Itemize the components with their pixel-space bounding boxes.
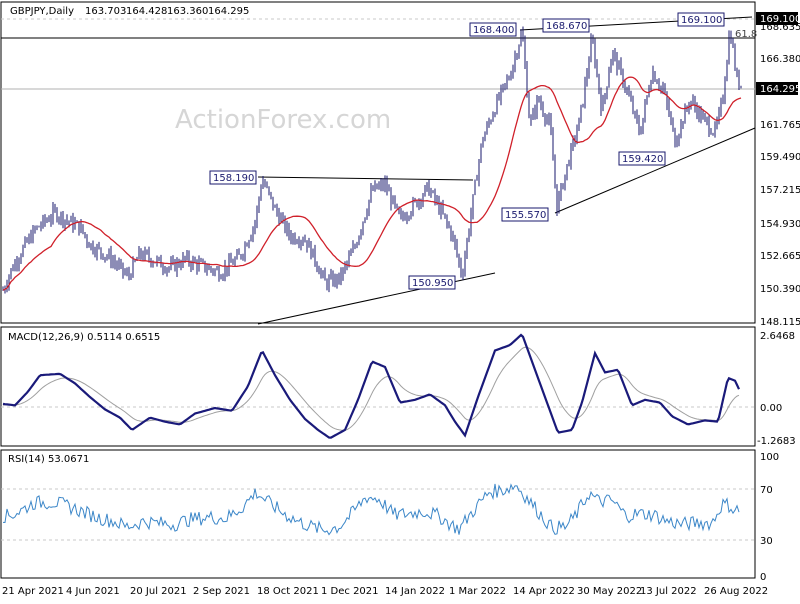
macd-label: MACD(12,26,9) 0.5114 0.6515 xyxy=(8,332,160,343)
x-tick-6: 14 Jan 2022 xyxy=(385,586,445,597)
rsi-label: RSI(14) 53.0671 xyxy=(8,454,89,465)
y-tick-148115: 148.115 xyxy=(760,317,800,328)
rsi-tick-0: 0 xyxy=(760,572,766,583)
x-tick-4: 18 Oct 2021 xyxy=(257,586,319,597)
macd-tick-min: -1.2683 xyxy=(757,436,796,447)
resistance-line xyxy=(257,176,474,181)
rsi-tick-70: 70 xyxy=(760,485,773,496)
x-tick-3: 2 Sep 2021 xyxy=(193,586,250,597)
level-label-155570-text: 155.570 xyxy=(505,210,546,221)
ohlc-low: 163.360 xyxy=(167,6,208,17)
level-label-168670: 168.670 xyxy=(542,18,590,33)
macd-tick-max: 2.6468 xyxy=(760,331,795,342)
x-tick-1: 4 Jun 2021 xyxy=(66,586,120,597)
level-label-150950-text: 150.950 xyxy=(412,278,453,289)
moving-average-line xyxy=(2,76,742,291)
level-label-155570: 155.570 xyxy=(501,207,549,222)
x-axis: 21 Apr 2021 4 Jun 2021 20 Jul 2021 2 Sep… xyxy=(2,586,768,597)
y-tick-169100: 169.100 xyxy=(760,14,800,25)
level-label-169100-text: 169.100 xyxy=(681,15,722,26)
price-panel-frame xyxy=(0,1,756,324)
top-level-tag xyxy=(756,12,798,25)
support-trendline-2 xyxy=(554,127,756,214)
level-label-168400-text: 168.400 xyxy=(473,25,514,36)
rsi-panel-frame xyxy=(0,449,756,579)
macd-line xyxy=(2,333,740,439)
rsi-line xyxy=(2,483,740,536)
level-label-150950: 150.950 xyxy=(408,275,456,290)
level-label-159420-text: 159.420 xyxy=(622,154,663,165)
y-tick-154930: 154.930 xyxy=(760,219,800,230)
x-tick-5: 1 Dec 2021 xyxy=(321,586,379,597)
price-axis: 169.100 168.635 166.380 164.295 161.765 … xyxy=(756,12,800,328)
level-label-168400: 168.400 xyxy=(469,22,517,37)
y-tick-164295: 164.295 xyxy=(760,84,800,95)
x-tick-0: 21 Apr 2021 xyxy=(2,586,64,597)
macd-signal-line xyxy=(2,346,740,431)
level-label-169100: 169.100 xyxy=(677,12,725,27)
y-tick-161765: 161.765 xyxy=(760,120,800,131)
ohlc-high: 164.428 xyxy=(126,6,167,17)
x-tick-10: 13 Jul 2022 xyxy=(640,586,697,597)
watermark: ActionForex.com xyxy=(175,105,391,135)
macd-tick-zero: 0.00 xyxy=(760,403,782,414)
y-tick-159490: 159.490 xyxy=(760,152,800,163)
x-tick-7: 1 Mar 2022 xyxy=(449,586,506,597)
fib-label: 61.8 xyxy=(735,29,757,40)
rsi-tick-30: 30 xyxy=(760,536,773,547)
level-label-158190-text: 158.190 xyxy=(213,173,254,184)
level-label-159420: 159.420 xyxy=(618,151,666,166)
x-tick-11: 26 Aug 2022 xyxy=(704,586,768,597)
chart-title: GBPJPY,Daily xyxy=(10,6,74,17)
y-tick-150390: 150.390 xyxy=(760,284,800,295)
level-label-168670-text: 168.670 xyxy=(546,21,587,32)
x-tick-2: 20 Jul 2021 xyxy=(130,586,187,597)
y-tick-168635: 168.635 xyxy=(760,22,800,33)
ohlc-open: 163.703 xyxy=(85,6,126,17)
x-tick-8: 14 Apr 2022 xyxy=(513,586,575,597)
y-tick-157215: 157.215 xyxy=(760,185,800,196)
level-label-158190: 158.190 xyxy=(209,170,257,185)
macd-panel-frame xyxy=(0,326,756,447)
y-tick-166380: 166.380 xyxy=(760,54,800,65)
current-price-tag xyxy=(756,82,798,95)
rsi-tick-100: 100 xyxy=(760,452,779,463)
x-tick-9: 30 May 2022 xyxy=(577,586,642,597)
y-tick-152665: 152.665 xyxy=(760,251,800,262)
support-trendline-1 xyxy=(257,272,496,325)
ohlc-close: 164.295 xyxy=(208,6,249,17)
